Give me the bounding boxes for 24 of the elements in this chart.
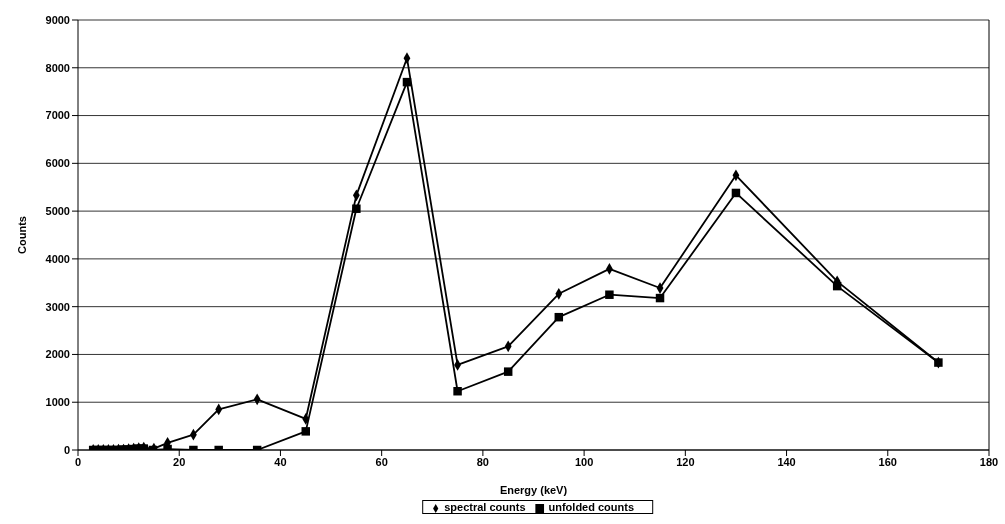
y-tick-label: 8000 xyxy=(45,61,70,74)
y-tick-label: 1000 xyxy=(45,396,70,409)
x-tick-label: 160 xyxy=(878,455,897,468)
x-tick-label: 20 xyxy=(173,455,186,468)
x-tick-label: 40 xyxy=(274,455,287,468)
legend-label: spectral counts xyxy=(444,501,526,513)
y-tick-label: 9000 xyxy=(45,13,70,26)
x-tick-label: 80 xyxy=(476,455,490,468)
y-tick-label: 2000 xyxy=(45,348,70,361)
x-tick-label: 120 xyxy=(676,455,695,468)
legend-label: unfolded counts xyxy=(548,501,635,513)
x-tick-label: 180 xyxy=(979,455,999,468)
y-tick-label: 3000 xyxy=(45,300,70,313)
y-tick-label: 7000 xyxy=(45,109,70,122)
x-tick-label: 140 xyxy=(777,455,796,468)
y-tick-label: 0 xyxy=(63,443,70,456)
x-tick-label: 0 xyxy=(74,455,82,468)
x-tick-label: 100 xyxy=(574,455,594,468)
x-tick-label: 60 xyxy=(375,455,388,468)
y-axis-title: Counts xyxy=(15,216,28,254)
y-tick-label: 5000 xyxy=(45,205,70,218)
y-tick-label: 4000 xyxy=(45,252,70,265)
x-axis-title: Energy (keV) xyxy=(499,484,568,496)
y-tick-label: 6000 xyxy=(45,157,70,170)
